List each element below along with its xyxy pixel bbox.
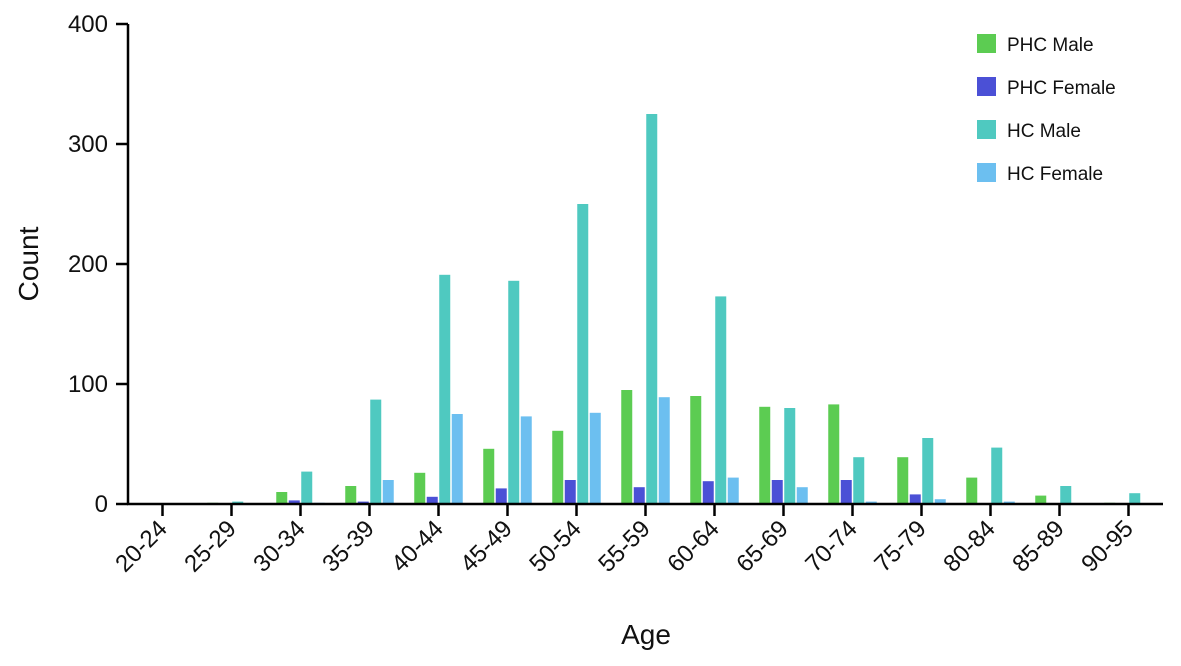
x-tick-label: 75-79 — [869, 515, 932, 578]
bar-hc-female-45-49 — [520, 416, 532, 504]
x-tick-label: 55-59 — [593, 515, 656, 578]
bar-hc-male-60-64 — [715, 296, 727, 504]
bar-phc-female-45-49 — [495, 488, 507, 504]
bar-hc-male-75-79 — [922, 438, 934, 504]
x-tick-label: 20-24 — [110, 515, 173, 578]
x-tick-label: 50-54 — [524, 515, 587, 578]
bar-phc-male-35-39 — [345, 486, 357, 504]
bar-phc-female-55-59 — [633, 487, 645, 504]
bar-phc-female-30-34 — [288, 500, 300, 504]
bar-phc-female-65-69 — [771, 480, 783, 504]
x-tick-label: 35-39 — [317, 515, 380, 578]
legend-label-phc-male: PHC Male — [1007, 35, 1094, 56]
bar-phc-female-60-64 — [702, 481, 714, 504]
x-tick-label: 90-95 — [1076, 515, 1139, 578]
bar-hc-female-65-69 — [796, 487, 808, 504]
bar-phc-male-80-84 — [966, 477, 978, 504]
y-tick-label: 400 — [68, 11, 108, 38]
bar-hc-male-70-74 — [853, 457, 865, 504]
legend-label-hc-male: HC Male — [1007, 121, 1081, 142]
bar-hc-female-35-39 — [382, 480, 394, 504]
x-tick-label: 60-64 — [662, 515, 725, 578]
bar-phc-male-30-34 — [276, 492, 288, 504]
x-tick-label: 85-89 — [1007, 515, 1070, 578]
x-tick-label: 40-44 — [386, 515, 449, 578]
bar-phc-female-70-74 — [840, 480, 852, 504]
bar-hc-male-80-84 — [991, 447, 1003, 504]
legend-swatch-hc-male — [977, 120, 996, 139]
bar-hc-male-50-54 — [577, 204, 589, 504]
bar-hc-male-55-59 — [646, 114, 658, 504]
y-axis-ticks: 0 100 200 300 400 — [68, 11, 128, 518]
bar-phc-male-65-69 — [759, 406, 771, 504]
bar-phc-male-45-49 — [483, 448, 495, 504]
x-axis-title: Age — [621, 619, 671, 650]
bar-hc-female-60-64 — [727, 477, 739, 504]
bar-hc-female-40-44 — [451, 414, 463, 504]
x-tick-label: 65-69 — [731, 515, 794, 578]
legend-swatch-hc-female — [977, 163, 996, 182]
legend-swatch-phc-female — [977, 77, 996, 96]
bar-hc-female-50-54 — [589, 412, 601, 504]
bar-hc-male-40-44 — [439, 274, 451, 504]
bar-hc-female-75-79 — [934, 499, 946, 504]
bar-phc-male-75-79 — [897, 457, 909, 504]
bar-hc-male-35-39 — [370, 399, 382, 504]
legend: PHC Male PHC Female HC Male HC Female — [977, 34, 1116, 185]
bar-phc-male-40-44 — [414, 472, 426, 504]
x-tick-label: 45-49 — [455, 515, 518, 578]
bar-phc-female-50-54 — [564, 480, 576, 504]
bar-phc-female-40-44 — [426, 496, 438, 504]
bar-phc-female-75-79 — [909, 494, 921, 504]
x-axis-ticks: 20-24 25-29 30-34 35-39 40-44 45-49 50-54 55-59… — [110, 504, 1139, 578]
bar-hc-male-45-49 — [508, 280, 520, 504]
bar-hc-male-30-34 — [301, 471, 313, 504]
bar-phc-male-60-64 — [690, 396, 702, 504]
bar-hc-female-55-59 — [658, 397, 670, 504]
bar-phc-male-70-74 — [828, 404, 840, 504]
bar-hc-male-85-89 — [1060, 486, 1072, 504]
bar-hc-male-90-95 — [1129, 493, 1141, 504]
y-tick-label: 0 — [95, 491, 108, 518]
legend-swatch-phc-male — [977, 34, 996, 53]
legend-label-phc-female: PHC Female — [1007, 78, 1116, 99]
bars-layer — [207, 114, 1141, 504]
bar-phc-male-50-54 — [552, 430, 564, 504]
y-tick-label: 300 — [68, 131, 108, 158]
bar-phc-male-55-59 — [621, 390, 633, 504]
x-tick-label: 70-74 — [800, 515, 863, 578]
y-tick-label: 200 — [68, 251, 108, 278]
x-tick-label: 25-29 — [179, 515, 242, 578]
y-tick-label: 100 — [68, 371, 108, 398]
x-tick-label: 80-84 — [938, 515, 1001, 578]
x-tick-label: 30-34 — [248, 515, 311, 578]
bar-phc-male-85-89 — [1035, 495, 1047, 504]
y-axis-title: Count — [13, 226, 44, 301]
bar-hc-male-65-69 — [784, 408, 796, 504]
legend-label-hc-female: HC Female — [1007, 164, 1103, 185]
